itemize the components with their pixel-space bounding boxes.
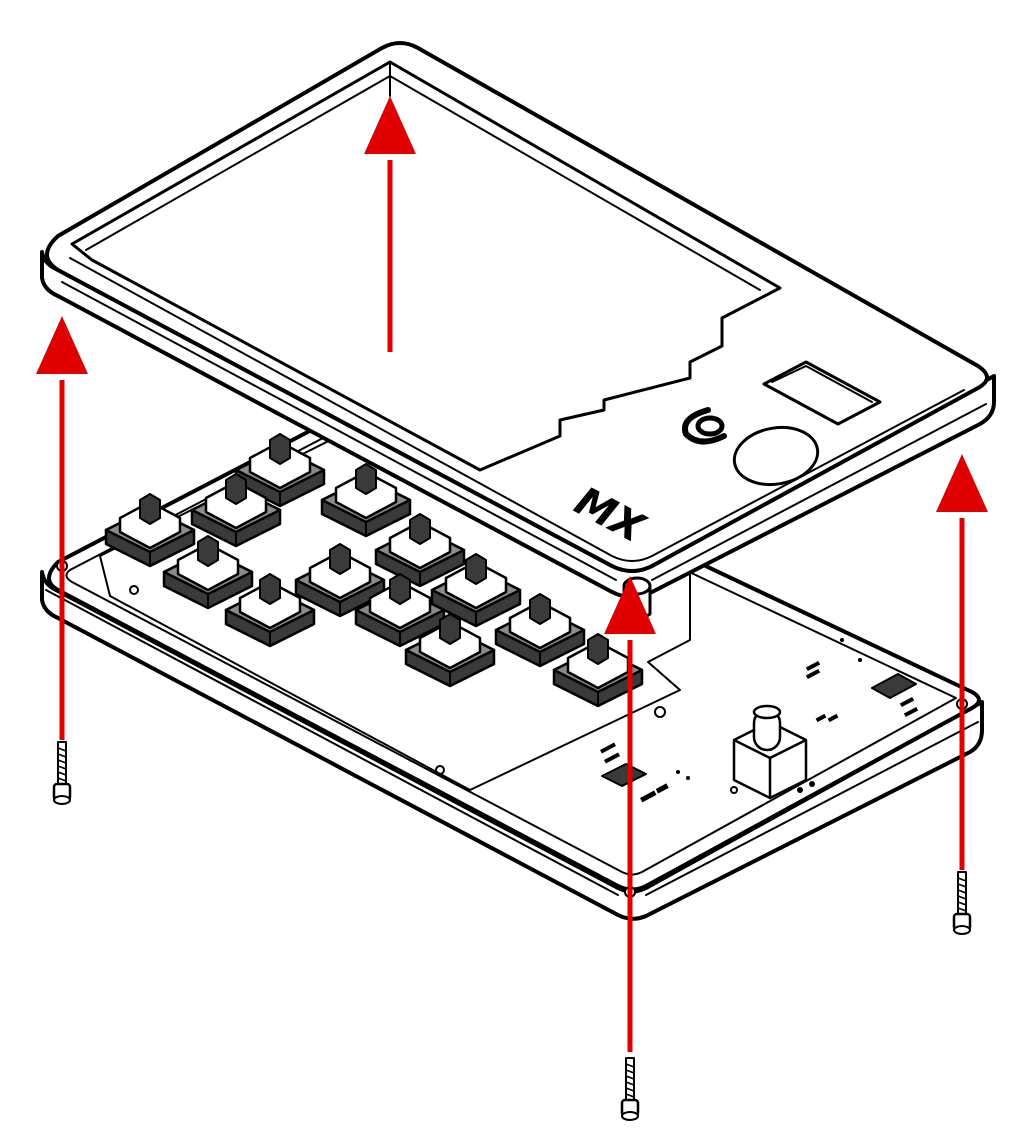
key-switch [494, 593, 586, 668]
arrow-up-icon [364, 96, 416, 352]
key-switch [552, 633, 644, 708]
key-switch [294, 543, 386, 618]
arrow-up-icon [36, 316, 88, 740]
pcb-components [129, 585, 919, 803]
screw [620, 1057, 640, 1121]
key-switch [374, 513, 466, 588]
key-switch [224, 573, 316, 648]
key-switch [190, 473, 282, 548]
arrow-up-icon [936, 454, 988, 870]
key-switches [104, 343, 644, 708]
top-frame [40, 41, 996, 621]
arrow-up-icon [604, 576, 656, 1052]
key-switch [234, 433, 326, 508]
screws [52, 741, 972, 1121]
key-switch [320, 463, 412, 538]
screw [52, 741, 72, 805]
key-switch [430, 553, 522, 628]
key-switch [162, 535, 254, 610]
screw [952, 871, 972, 935]
removal-arrows [36, 96, 988, 1052]
key-switch [404, 613, 496, 688]
key-switch [104, 493, 196, 568]
tactile-button [732, 704, 808, 800]
